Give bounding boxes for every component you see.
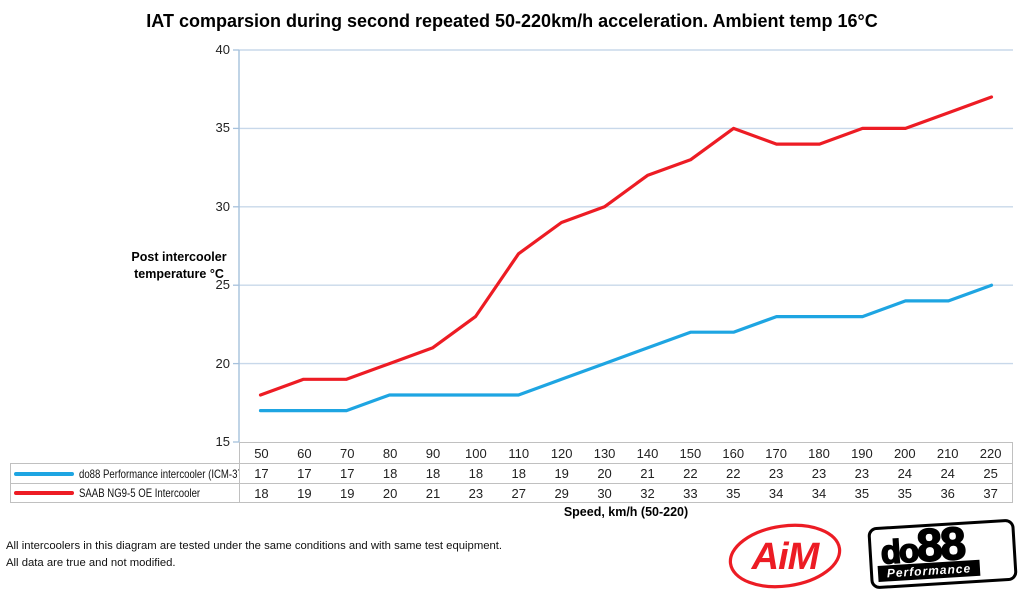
series1-value-cell: 18 [511, 466, 527, 481]
x-category-cell: 100 [465, 445, 487, 461]
aim-logo-text: AiM [751, 536, 821, 578]
table-row: do88 Performance intercooler (ICM-370) 1… [10, 463, 1013, 483]
series2-values: 18 19 19 20 21 23 27 29 30 32 33 35 34 34 35 35 36 37 [240, 484, 1012, 502]
x-category-cell: 200 [893, 445, 916, 461]
series2-value-cell: 23 [468, 485, 484, 501]
series1-value-cell: 18 [425, 466, 441, 481]
series-line-1 [258, 283, 994, 413]
series2-value-cell: 32 [640, 485, 655, 501]
series1-value-cell: 23 [811, 466, 827, 481]
x-axis-title: Speed, km/h (50-220) [563, 505, 689, 519]
x-category-cell: 120 [550, 445, 573, 461]
series2-value-cell: 20 [382, 485, 398, 501]
series1-label: do88 Performance intercooler (ICM-370) [79, 466, 240, 481]
x-category-cell: 50 [254, 445, 269, 461]
y-axis-title: Post intercooler temperature °C [131, 250, 227, 281]
footer-line-2: All data are true and not modified. [6, 556, 176, 569]
footer-note: All intercoolers in this diagram are tes… [6, 538, 502, 571]
series2-value-cell: 35 [897, 485, 913, 501]
series2-value-cell: 19 [339, 485, 355, 501]
series2-value-cell: 36 [940, 485, 955, 501]
series1-value-cell: 18 [382, 466, 398, 481]
series2-line-swatch [14, 491, 74, 495]
x-category-cell: 180 [808, 445, 830, 461]
do88-logo-performance-text: Performance [886, 561, 972, 581]
y-axis-tick-label: 20 [215, 355, 230, 371]
y-axis-tick-label: 25 [215, 277, 230, 293]
x-category-row: 50 60 70 80 90 100 110 120 130 140 150 160 170 180 190… [239, 442, 1013, 463]
series2-value-cell: 33 [683, 485, 698, 501]
y-axis-tick-label: 35 [215, 120, 230, 136]
series1-line-swatch [14, 471, 74, 476]
series2-value-cell: 34 [811, 485, 827, 501]
series2-value-cell: 21 [425, 485, 441, 501]
series1-value-cell: 23 [768, 466, 784, 481]
x-category-cell: 130 [593, 445, 616, 461]
series1-value-cell: 22 [683, 466, 698, 481]
series2-value-cell: 19 [297, 485, 312, 501]
series1-value-cell: 25 [983, 466, 998, 481]
series1-values: 17 17 17 18 18 18 18 19 20 21 22 22 23 23 23 24 24 25 [240, 464, 1012, 483]
x-category-cell: 210 [936, 445, 959, 461]
series1-value-cell: 23 [854, 466, 870, 481]
do88-logo: do 88 Performance [867, 516, 1018, 590]
y-axis-tick-label: 30 [215, 198, 230, 214]
chart-title: IAT comparsion during second repeated 50… [146, 11, 878, 31]
x-category-cell: 60 [297, 445, 312, 461]
table-row: SAAB NG9-5 OE Intercooler 18 19 19 20 21 23 27… [10, 483, 1013, 503]
series2-value-cell: 18 [254, 485, 269, 501]
series2-value-cell: 35 [726, 485, 741, 501]
x-category-cell: 160 [722, 445, 745, 461]
series1-value-cell: 21 [640, 466, 655, 481]
do88-logo-text-88: 88 [914, 516, 966, 572]
legend-entry-do88: do88 Performance intercooler (ICM-370) [11, 464, 240, 483]
series1-value-cell: 17 [254, 466, 269, 481]
y-axis-tick-label: 15 [215, 434, 230, 449]
footer-line-1: All intercoolers in this diagram are tes… [6, 540, 503, 552]
legend-entry-saab: SAAB NG9-5 OE Intercooler [11, 484, 240, 502]
series2-label: SAAB NG9-5 OE Intercooler [79, 486, 201, 500]
x-category-cell: 90 [425, 445, 441, 461]
series2-value-cell: 27 [511, 485, 527, 501]
series2-value-cell: 34 [768, 485, 784, 501]
x-category-cell: 140 [636, 445, 659, 461]
series2-value-cell: 30 [597, 485, 612, 501]
series2-value-cell: 37 [983, 485, 998, 501]
x-category-cell: 220 [979, 445, 1002, 461]
series1-value-cell: 17 [297, 466, 312, 481]
series1-value-cell: 22 [726, 466, 741, 481]
series1-value-cell: 20 [597, 466, 612, 481]
x-category-cell: 110 [508, 445, 530, 461]
y-axis-tick-label: 40 [215, 42, 230, 57]
series1-value-cell: 17 [339, 466, 355, 481]
series-line-2 [258, 95, 994, 397]
aim-logo-ellipse [728, 523, 842, 589]
x-category-cell: 150 [679, 445, 702, 461]
x-category-cell: 70 [339, 445, 355, 461]
x-category-cell: 170 [765, 445, 787, 461]
x-category-cell: 190 [851, 445, 873, 461]
series2-value-cell: 35 [854, 485, 870, 501]
series1-value-cell: 18 [468, 466, 484, 481]
series1-value-cell: 24 [940, 466, 955, 481]
series1-value-cell: 24 [897, 466, 913, 481]
series2-value-cell: 29 [554, 485, 569, 501]
aim-logo: AiM [728, 523, 842, 589]
series1-value-cell: 19 [554, 466, 569, 481]
x-category-cell: 80 [382, 445, 398, 461]
